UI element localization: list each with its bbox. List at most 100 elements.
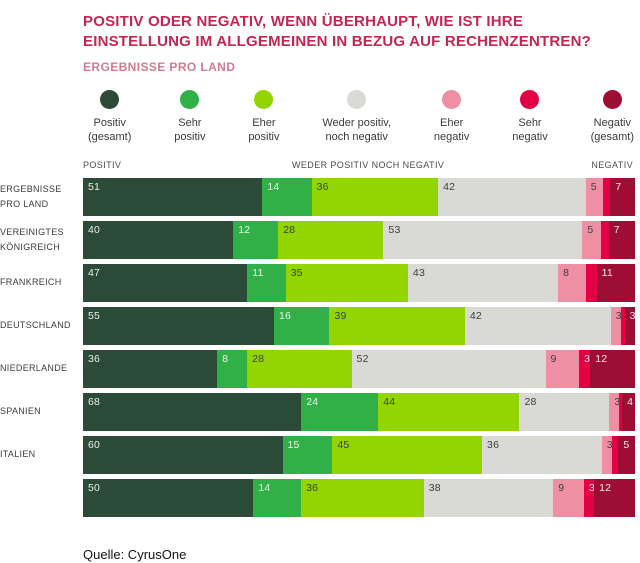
bar-segment: 47 <box>83 263 248 302</box>
legend-item: Eher negativ <box>434 90 469 145</box>
country-label: NIEDERLANDE <box>0 363 68 374</box>
chart-page: POSITIV ODER NEGATIV, WENN ÜBERHAUPT, WI… <box>0 12 640 563</box>
country-label: SPANIEN <box>0 406 41 417</box>
legend-label: Sehr positiv <box>174 117 206 144</box>
segment-value: 42 <box>443 180 456 193</box>
bar-segment: 53 <box>383 220 583 259</box>
chart-row: SPANIEN 68 24 44 28 3 4 <box>0 392 635 431</box>
segment-value: 38 <box>428 481 441 494</box>
stacked-bar-chart: ERGEBNISSE PRO LAND 51 14 36 42 5 7 VEREINIGTES K… <box>0 177 635 517</box>
segment-value: 9 <box>558 481 565 494</box>
segment-value: 8 <box>563 266 570 279</box>
segment-value: 55 <box>88 309 101 322</box>
segment-value: 5 <box>587 223 594 236</box>
bar-segment: 5 <box>582 220 602 259</box>
bar-segment: 55 <box>83 306 274 345</box>
segment-value: 3 <box>588 481 595 494</box>
bar-segment: 45 <box>332 435 483 474</box>
segment-value: 11 <box>252 266 264 279</box>
bar-segment: 68 <box>83 392 302 431</box>
segment-value: 36 <box>88 352 101 365</box>
segment-value: 44 <box>383 395 396 408</box>
stacked-bar: 68 24 44 28 3 4 <box>83 392 635 431</box>
chart-row: ITALIEN 60 15 45 36 3 5 <box>0 435 635 474</box>
legend-item: Sehr negativ <box>512 90 548 145</box>
bar-segment: 38 <box>423 478 554 517</box>
bar-segment: 42 <box>438 177 586 216</box>
legend-item: Weder positiv, noch negativ <box>322 90 391 145</box>
legend-dot-icon <box>520 90 540 109</box>
bar-segment: 11 <box>247 263 286 302</box>
legend-label: Positiv (gesamt) <box>88 117 132 144</box>
chart-row: NIEDERLANDE 36 8 28 52 9 3 12 <box>0 349 635 388</box>
bar-segment: 36 <box>482 435 602 474</box>
legend-dot-icon <box>347 90 367 109</box>
page-title: POSITIV ODER NEGATIV, WENN ÜBERHAUPT, WI… <box>83 13 592 50</box>
bar-segment: 35 <box>285 263 408 302</box>
bar-segment: 4 <box>622 392 635 431</box>
bar-segment: 52 <box>351 349 546 388</box>
page-subtitle: ERGEBNISSE PRO LAND <box>83 60 236 74</box>
stacked-bar: 47 11 35 43 8 11 <box>83 263 635 302</box>
bar-segment: 28 <box>278 220 384 259</box>
legend-item: Positiv (gesamt) <box>88 90 131 145</box>
column-header-weder-positiv-noch-negativ: WEDER POSITIV NOCH NEGATIV <box>292 159 445 170</box>
column-header-positiv: POSITIV <box>83 159 122 170</box>
segment-value: 4 <box>627 395 634 408</box>
segment-value: 12 <box>595 352 608 365</box>
bar-segment: 5 <box>618 435 635 474</box>
bar-segment: 14 <box>253 478 302 517</box>
bar-segment: 40 <box>83 220 234 259</box>
bar-segment: 3 <box>609 392 619 431</box>
country-label: ERGEBNISSE PRO LAND <box>0 184 62 209</box>
bar-segment: 7 <box>608 220 635 259</box>
bar-segment: 3 <box>601 435 612 474</box>
legend-dot-icon <box>442 90 462 109</box>
segment-value: 11 <box>601 266 613 279</box>
bar-segment: 14 <box>262 177 312 216</box>
country-label: FRANKREICH <box>0 277 62 288</box>
legend-dot-icon <box>254 90 274 109</box>
bar-segment: 60 <box>83 435 283 474</box>
chart-row: DEUTSCHLAND 55 16 39 42 3 3 <box>0 306 635 345</box>
segment-value: 28 <box>283 223 296 236</box>
bar-segment <box>586 263 597 302</box>
legend-label: Sehr negativ <box>512 117 548 144</box>
segment-value: 43 <box>412 266 426 279</box>
segment-value: 50 <box>88 481 101 494</box>
bar-segment: 28 <box>247 349 352 388</box>
legend-label: Weder positiv, noch negativ <box>322 117 392 144</box>
legend-item: Eher positiv <box>248 90 280 145</box>
chart-row: 50 14 36 38 9 3 12 <box>0 478 635 517</box>
segment-value: 68 <box>88 395 101 408</box>
segment-value: 3 <box>629 309 635 322</box>
segment-value: 5 <box>623 438 630 451</box>
bar-segment <box>621 306 625 345</box>
bar-segment: 51 <box>83 177 263 216</box>
legend-item: Sehr positiv <box>174 90 205 145</box>
bar-segment: 15 <box>282 435 333 474</box>
bar-segment: 3 <box>579 349 591 388</box>
stacked-bar: 60 15 45 36 3 5 <box>83 435 635 474</box>
segment-value: 24 <box>306 395 319 408</box>
segment-value: 36 <box>487 438 500 451</box>
segment-value: 9 <box>550 352 557 365</box>
bar-segment: 8 <box>558 263 587 302</box>
bar-segment: 39 <box>329 306 465 345</box>
legend-label: Eher negativ <box>433 117 470 144</box>
segment-value: 36 <box>306 481 319 494</box>
segment-value: 53 <box>388 223 401 236</box>
bar-segment: 8 <box>217 349 248 388</box>
bar-segment: 3 <box>624 306 635 345</box>
segment-value: 3 <box>615 309 622 322</box>
segment-value: 12 <box>599 481 612 494</box>
chart-row: ERGEBNISSE PRO LAND 51 14 36 42 5 7 <box>0 177 635 216</box>
stacked-bar: 40 12 28 53 5 7 <box>83 220 635 259</box>
segment-value: 47 <box>88 266 101 279</box>
segment-value: 51 <box>88 180 101 193</box>
country-label: ITALIEN <box>0 449 36 460</box>
bar-segment: 12 <box>590 349 635 388</box>
legend-label: Eher positiv <box>248 117 280 144</box>
country-label: VEREINIGTES KÖNIGREICH <box>0 227 64 252</box>
column-header-negativ: NEGATIV <box>591 159 633 170</box>
